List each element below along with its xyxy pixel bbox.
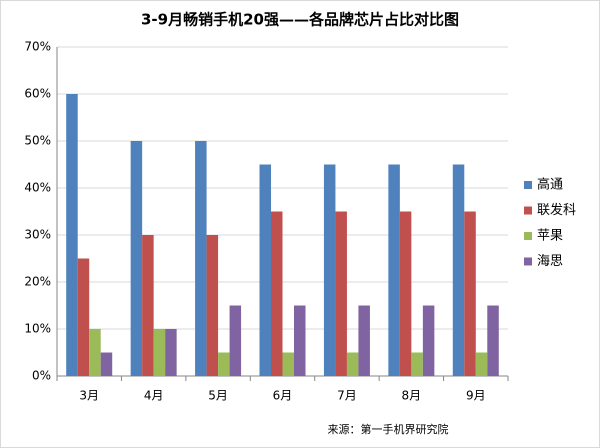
bar [323,164,336,376]
x-tick-label: 3月 [79,389,99,403]
bar [452,164,465,376]
bar [422,305,435,376]
bar [153,329,166,376]
legend-swatch [524,206,532,215]
x-tick-label: 8月 [402,389,422,403]
y-tick-label: 70% [24,40,51,54]
y-tick-label: 60% [24,87,51,101]
bar [77,258,90,376]
bar [271,211,283,376]
bar [487,305,499,376]
y-tick-label: 40% [24,181,51,195]
bar [294,305,306,376]
x-tick-label: 7月 [337,389,357,403]
x-tick-label: 9月 [466,389,486,403]
bar [218,352,230,376]
chart-title: 3-9月畅销手机20强——各品牌芯片占比对比图 [141,11,459,29]
bar [388,164,400,376]
bar [282,352,294,376]
bar [475,352,488,376]
y-tick-label: 50% [24,134,51,148]
bar [464,211,476,376]
bar [358,305,370,376]
bar [229,305,242,376]
bar [411,352,423,376]
bar [195,141,207,376]
bar [206,235,219,376]
bar [346,352,359,376]
bar [165,329,177,376]
x-tick-label: 6月 [273,389,293,403]
legend-label: 苹果 [537,229,563,244]
x-tick-label: 5月 [208,389,228,403]
bar [142,235,154,376]
legend-label: 联发科 [537,202,576,218]
bar [66,94,78,376]
legend-swatch [524,232,532,240]
source-note: 来源：第一手机界研究院 [328,422,449,436]
legend-label: 高通 [537,177,563,193]
y-tick-label: 10% [24,322,51,336]
y-tick-label: 20% [24,275,51,289]
legend-swatch [524,181,532,189]
bar [335,211,347,376]
x-tick-label: 4月 [144,389,164,403]
y-tick-label: 30% [24,228,51,242]
y-tick-label: 0% [32,369,51,383]
bar [130,141,143,376]
bar [100,352,113,376]
legend-label: 海思 [537,254,563,269]
bar [89,329,101,376]
legend-swatch [524,257,532,266]
bar [399,211,412,376]
bar [259,164,271,376]
